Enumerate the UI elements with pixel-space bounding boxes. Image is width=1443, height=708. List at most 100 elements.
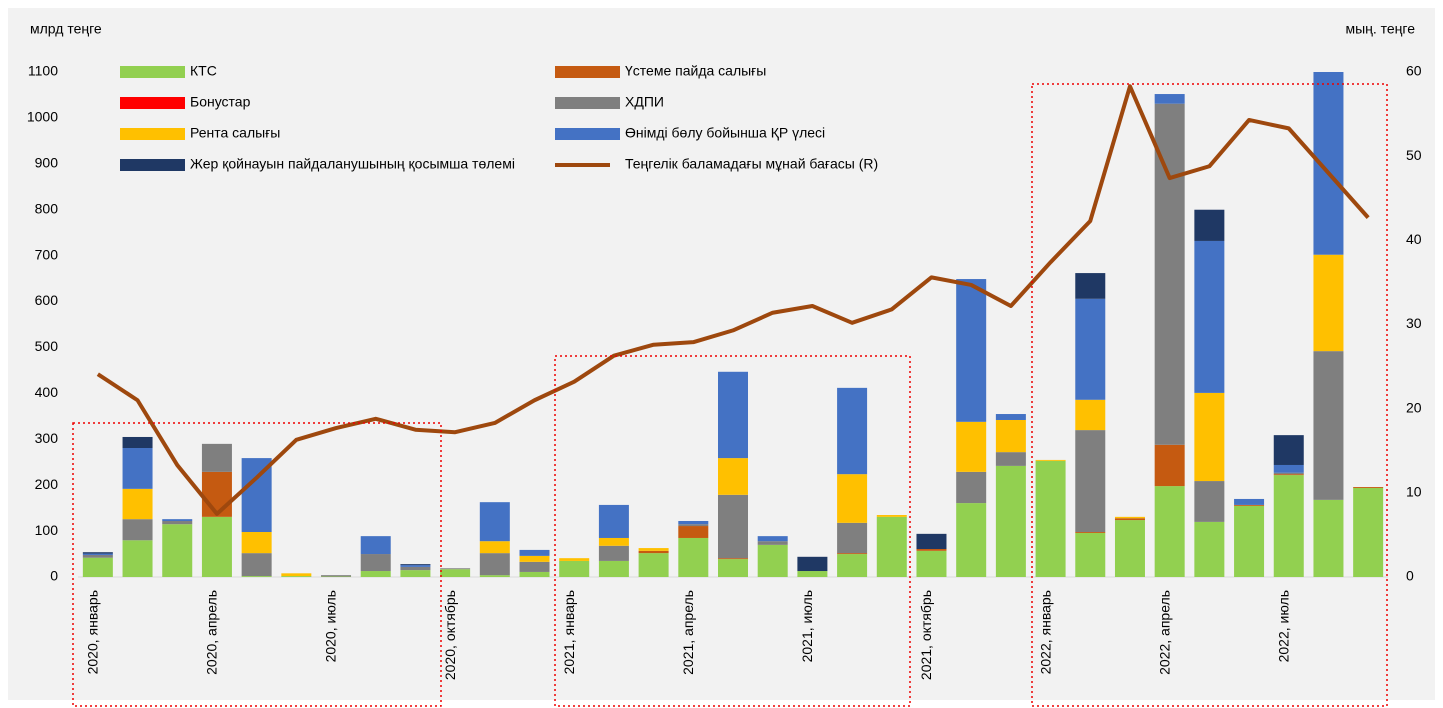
- x-tick-label: 2021, октябрь: [918, 590, 934, 680]
- bar-segment: [718, 558, 748, 560]
- bar-segment: [281, 573, 312, 577]
- bar-segment: [1114, 520, 1145, 577]
- bar-segment: [1154, 444, 1185, 487]
- bar-segment: [797, 571, 828, 577]
- bar-segment: [956, 279, 987, 422]
- x-tick-label: 2021, январь: [561, 590, 577, 674]
- bar-segment: [678, 524, 709, 527]
- bar-segment: [1194, 481, 1225, 522]
- bar-segment: [837, 554, 868, 577]
- bar-segment: [241, 553, 272, 577]
- bar-segment: [1154, 486, 1185, 577]
- bar-segment: [757, 536, 788, 542]
- legend-swatch: [555, 97, 620, 109]
- bar-segment: [876, 516, 907, 577]
- bar-segment: [162, 520, 193, 525]
- bar-segment: [598, 504, 629, 538]
- bar-segment: [837, 553, 868, 555]
- y-tick-label: 700: [35, 246, 59, 262]
- bar-segment: [1273, 472, 1304, 475]
- bar-segment: [321, 575, 352, 577]
- bar-segment: [1313, 351, 1344, 500]
- bar-segment: [201, 443, 232, 472]
- bar-segment: [559, 560, 590, 577]
- bar-segment: [1035, 459, 1066, 461]
- legend-swatch: [120, 159, 185, 171]
- y-tick-label: 1100: [28, 63, 58, 79]
- bar-segment: [1273, 435, 1304, 465]
- y2-tick-label: 0: [1406, 568, 1414, 584]
- bar-segment: [400, 566, 431, 571]
- bar-segment: [122, 540, 153, 577]
- bar-segment: [995, 419, 1026, 453]
- x-tick-label: 2022, январь: [1037, 590, 1053, 674]
- legend-label: КТС: [190, 63, 217, 79]
- legend-label: Рента салығы: [190, 125, 280, 141]
- x-tick-label: 2022, апрель: [1156, 590, 1172, 675]
- bar-segment: [718, 559, 748, 577]
- bar-segment: [1194, 209, 1225, 241]
- bar-segment: [479, 541, 510, 554]
- bar-segment: [916, 548, 947, 551]
- bar-segment: [479, 502, 510, 542]
- bar-segment: [1114, 518, 1145, 521]
- legend-label: Жер қойнауын пайдаланушының қосымша төле…: [190, 156, 515, 172]
- bar-segment: [241, 576, 272, 577]
- bar-segment: [519, 555, 550, 562]
- bar-segment: [1234, 504, 1265, 506]
- highlight-box: [554, 355, 911, 707]
- bar-segment: [678, 537, 709, 577]
- bar-segment: [1075, 532, 1106, 533]
- bar-segment: [201, 471, 232, 517]
- bar-segment: [757, 541, 788, 545]
- marks: 0 100 200 300 400 500 600 700 800 900 1000 1100 0 10 2…: [27, 63, 1422, 680]
- bar-segment: [201, 516, 232, 577]
- bar-segment: [162, 519, 193, 521]
- bar-segment: [400, 570, 431, 577]
- legend-label: Бонустар: [190, 94, 251, 110]
- bar-segment: [519, 571, 550, 577]
- bar-segment: [1035, 460, 1066, 577]
- x-tick-label: 2020, апрель: [204, 590, 220, 675]
- bar-segment: [1353, 487, 1384, 577]
- bar-segment: [598, 537, 629, 546]
- bar-segment: [678, 526, 709, 538]
- bar-segment: [519, 561, 550, 572]
- bar-segment: [837, 522, 868, 554]
- y-tick-label: 800: [35, 200, 59, 216]
- bar-segment: [1194, 240, 1225, 393]
- bar-segment: [837, 474, 868, 523]
- bar-segment: [1273, 475, 1304, 577]
- bar-segment: [1154, 94, 1185, 104]
- bar-segment: [440, 569, 471, 577]
- y2-tick-label: 50: [1406, 147, 1422, 163]
- legend-label: Өнімді бөлу бойынша ҚР үлесі: [625, 125, 825, 141]
- legend-label: ХДПИ: [625, 94, 664, 110]
- bar-segment: [916, 550, 947, 577]
- bar-segment: [122, 488, 153, 520]
- y-tick-label: 300: [35, 430, 59, 446]
- bar-segment: [916, 533, 947, 549]
- x-tick-label: 2021, апрель: [680, 590, 696, 675]
- bar-segment: [82, 557, 113, 577]
- bar-segment: [757, 544, 788, 577]
- y-tick-label: 0: [50, 568, 58, 584]
- bar-segment: [82, 552, 113, 554]
- bar-segment: [122, 519, 153, 541]
- bar-segment: [122, 447, 153, 489]
- bar-segment: [1353, 487, 1384, 488]
- bar-segment: [440, 568, 471, 570]
- bar-segment: [1075, 399, 1106, 431]
- bar-segment: [718, 371, 748, 459]
- line: [96, 84, 1370, 516]
- bar-segment: [281, 576, 312, 577]
- bar-segment: [1075, 430, 1106, 533]
- bar-segment: [162, 524, 193, 577]
- bar-segment: [598, 545, 629, 561]
- bar-segment: [1234, 505, 1265, 577]
- bar-segment: [995, 465, 1026, 577]
- legend-swatch: [120, 128, 185, 140]
- bar-segment: [1075, 273, 1106, 299]
